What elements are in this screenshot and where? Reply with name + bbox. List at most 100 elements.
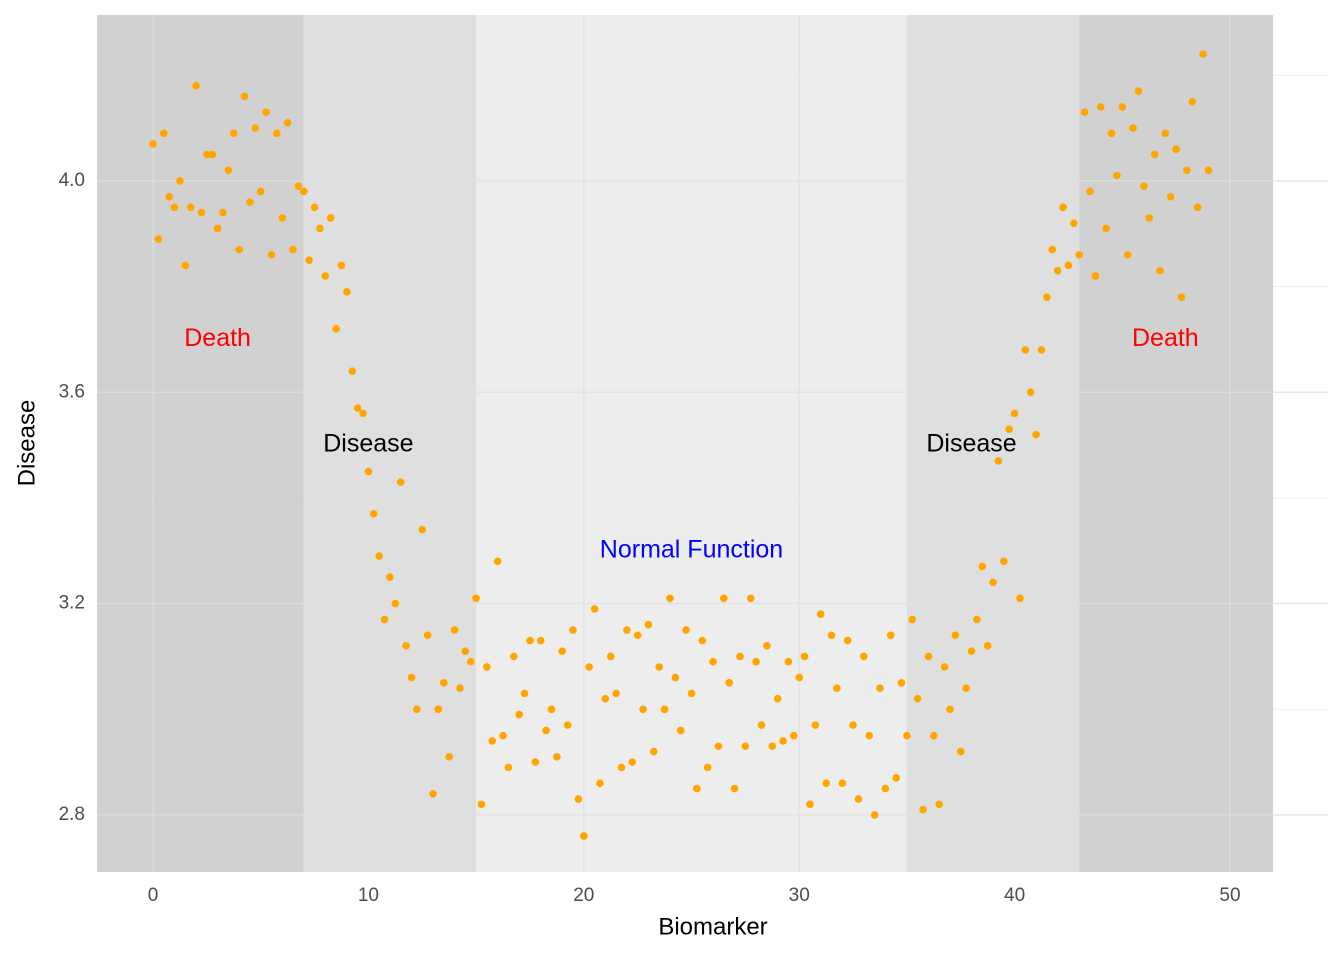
point: [283, 118, 292, 127]
point: [461, 647, 470, 655]
point: [186, 203, 195, 212]
point: [854, 795, 863, 803]
point: [693, 784, 701, 793]
point: [1129, 124, 1137, 132]
point: [472, 594, 480, 603]
point: [1156, 266, 1164, 275]
point: [364, 467, 373, 476]
point: [1161, 129, 1170, 138]
point: [219, 208, 227, 217]
point: [1183, 166, 1191, 175]
x-axis-title: Biomarker: [658, 913, 767, 940]
point: [343, 288, 351, 296]
point: [493, 557, 502, 566]
point: [876, 684, 884, 692]
point: [579, 832, 588, 840]
x-tick-label: 10: [358, 885, 379, 906]
point: [289, 245, 297, 254]
point: [434, 705, 443, 714]
point: [1177, 293, 1186, 301]
point: [1080, 108, 1089, 117]
point: [1032, 430, 1040, 439]
point: [504, 763, 513, 772]
point: [536, 636, 545, 645]
point: [1102, 224, 1110, 233]
point: [1021, 346, 1030, 354]
point: [1166, 192, 1175, 201]
point: [1145, 214, 1154, 222]
point: [1048, 245, 1057, 254]
point: [262, 108, 270, 117]
point: [208, 150, 217, 159]
point: [165, 192, 173, 201]
point: [1016, 594, 1024, 603]
point: [935, 800, 944, 809]
point: [639, 705, 647, 714]
point: [903, 731, 911, 740]
y-tick-label: 3.2: [59, 593, 85, 614]
point: [806, 800, 814, 809]
point: [800, 652, 809, 661]
point: [337, 261, 346, 270]
point: [730, 784, 739, 793]
point: [170, 203, 179, 212]
annotation: Death: [184, 324, 251, 352]
point: [725, 679, 733, 687]
point: [380, 615, 389, 624]
x-tick-label: 0: [148, 885, 159, 906]
point: [736, 652, 744, 661]
point: [1193, 203, 1202, 212]
region: [906, 15, 1080, 872]
point: [822, 779, 830, 788]
point: [790, 731, 798, 740]
point: [811, 721, 820, 729]
point: [886, 631, 895, 640]
point: [332, 325, 340, 333]
point: [375, 552, 383, 560]
point: [386, 573, 394, 581]
point: [192, 82, 200, 90]
point: [499, 731, 507, 740]
point: [369, 509, 378, 518]
point: [1000, 557, 1008, 566]
region: [97, 15, 304, 872]
point: [666, 594, 674, 603]
point: [359, 409, 367, 418]
point: [488, 737, 497, 745]
point: [763, 642, 771, 650]
point: [746, 594, 755, 603]
point: [687, 689, 696, 698]
point: [676, 726, 685, 735]
x-tick-label: 50: [1219, 885, 1240, 906]
point: [940, 663, 949, 671]
point: [623, 626, 631, 634]
point: [305, 256, 313, 264]
point: [946, 705, 954, 714]
point: [849, 721, 857, 729]
region: [303, 15, 477, 872]
point: [779, 737, 787, 745]
point: [229, 129, 238, 138]
point: [930, 731, 938, 740]
x-tick-label: 30: [789, 885, 810, 906]
point: [698, 636, 707, 645]
point: [913, 694, 922, 703]
point: [321, 272, 330, 280]
point: [1123, 251, 1132, 259]
y-tick-label: 2.8: [59, 804, 85, 825]
point: [1204, 166, 1213, 175]
point: [203, 150, 211, 159]
point: [1113, 171, 1121, 180]
point: [741, 742, 750, 751]
point: [316, 224, 324, 233]
annotation: Death: [1132, 324, 1199, 352]
point: [1070, 219, 1078, 227]
point: [860, 652, 868, 661]
point: [1037, 346, 1046, 354]
point: [574, 795, 583, 803]
point: [509, 652, 518, 661]
point: [870, 811, 879, 819]
point: [585, 663, 593, 671]
point: [176, 177, 184, 185]
point: [720, 594, 728, 603]
